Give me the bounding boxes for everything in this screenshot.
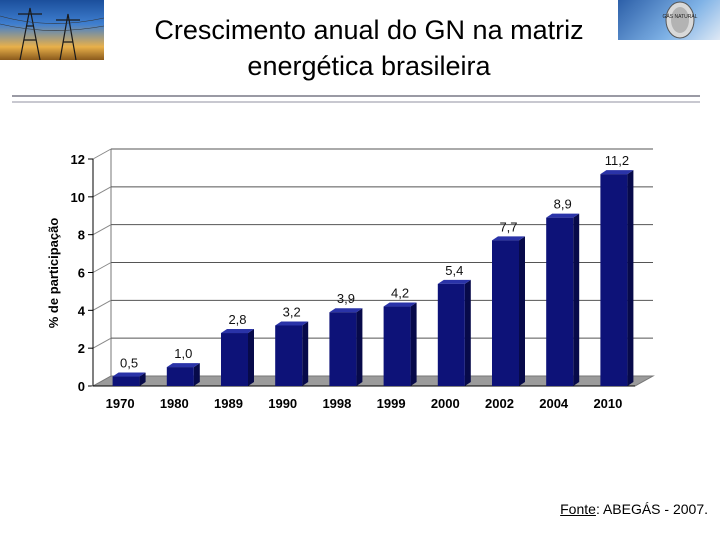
bars-layer <box>112 170 634 386</box>
gas-pipe-logo: GÁS NATURAL <box>618 0 720 40</box>
bar-top <box>492 236 525 241</box>
x-tick-label: 2000 <box>431 396 460 411</box>
bar <box>492 240 519 386</box>
data-label: 3,2 <box>283 304 301 319</box>
x-tick-label: 1999 <box>377 396 406 411</box>
y-tick-label: 2 <box>78 341 85 356</box>
bar-side <box>139 372 146 386</box>
bar-side <box>193 363 200 386</box>
data-label: 4,2 <box>391 286 409 301</box>
bar <box>546 217 574 386</box>
power-lines-photo <box>0 0 104 60</box>
bar <box>275 325 303 386</box>
bar-side <box>519 236 525 386</box>
divider-line-secondary <box>12 101 700 103</box>
bar-top <box>600 170 634 175</box>
bar-top <box>437 279 471 284</box>
bar-side <box>410 302 417 386</box>
y-axis-label: % de participação <box>46 218 61 329</box>
bar <box>221 333 248 386</box>
title-line-1: Crescimento anual do GN na matriz <box>154 15 584 45</box>
x-tick-label: 1990 <box>268 396 297 411</box>
page-title: Crescimento anual do GN na matriz energé… <box>104 12 634 84</box>
bar-side <box>464 279 471 386</box>
y-tick-label: 12 <box>71 152 85 167</box>
bar-side <box>627 170 634 386</box>
bar-side <box>573 213 580 386</box>
bar <box>112 376 140 386</box>
gridline-connector <box>92 262 112 273</box>
gridline-connector <box>92 186 112 198</box>
bar <box>383 306 411 386</box>
source-text: : ABEGÁS - 2007. <box>595 501 708 517</box>
title-line-2: energética brasileira <box>247 51 491 81</box>
logo-text: GÁS NATURAL <box>663 13 698 20</box>
data-label: 0,5 <box>120 356 138 371</box>
transmission-tower-icon <box>0 7 104 60</box>
bar-side <box>248 329 254 386</box>
bar <box>166 367 194 386</box>
y-tick-label: 4 <box>78 303 86 318</box>
bar-top <box>112 372 146 377</box>
x-tick-label: 2002 <box>485 396 514 411</box>
bar-top <box>546 213 580 218</box>
bar-side <box>356 308 363 386</box>
y-tick-label: 8 <box>78 228 85 243</box>
data-label: 5,4 <box>445 263 463 278</box>
data-label: 1,0 <box>174 346 192 361</box>
bar-top <box>275 321 309 326</box>
bar <box>329 312 357 386</box>
y-tick-label: 6 <box>78 266 85 281</box>
x-tick-label: 1970 <box>106 396 135 411</box>
bar-top <box>166 363 200 368</box>
y-tick-label: 0 <box>78 379 85 394</box>
y-tick-label: 10 <box>71 190 85 205</box>
gridline-connector <box>92 299 112 311</box>
data-label: 11,2 <box>605 153 629 168</box>
gridline-connector <box>92 224 112 236</box>
data-label: 7,7 <box>499 219 517 234</box>
bar <box>437 283 465 386</box>
bar-top <box>329 308 363 313</box>
bar-chart: 0 2 4 6 8 10 12 0,5 1970 1,0 1980 2,8 1989 3,2 1990 3,9… <box>46 148 655 411</box>
gridline-connector <box>92 337 112 349</box>
bar <box>600 174 628 386</box>
x-tick-label: 2010 <box>593 396 622 411</box>
data-label: 3,9 <box>337 291 355 306</box>
data-label: 2,8 <box>228 312 246 327</box>
bar-side <box>302 321 309 386</box>
gas-pipe-icon: GÁS NATURAL <box>663 1 698 39</box>
x-tick-label: 1998 <box>322 396 351 411</box>
source-label: Fonte <box>560 501 596 517</box>
x-tick-label: 2004 <box>539 396 569 411</box>
labels-layer: 0 2 4 6 8 10 12 0,5 1970 1,0 1980 2,8 1989 3,2 1990 3,9… <box>71 152 630 411</box>
divider-line <box>12 95 700 97</box>
x-tick-label: 1980 <box>160 396 189 411</box>
bar-top <box>383 302 417 307</box>
gridline-connector <box>92 148 112 160</box>
bar-top <box>221 329 254 334</box>
source-note: Fonte: ABEGÁS - 2007. <box>560 501 708 517</box>
x-tick-label: 1989 <box>214 396 243 411</box>
data-label: 8,9 <box>554 197 572 212</box>
